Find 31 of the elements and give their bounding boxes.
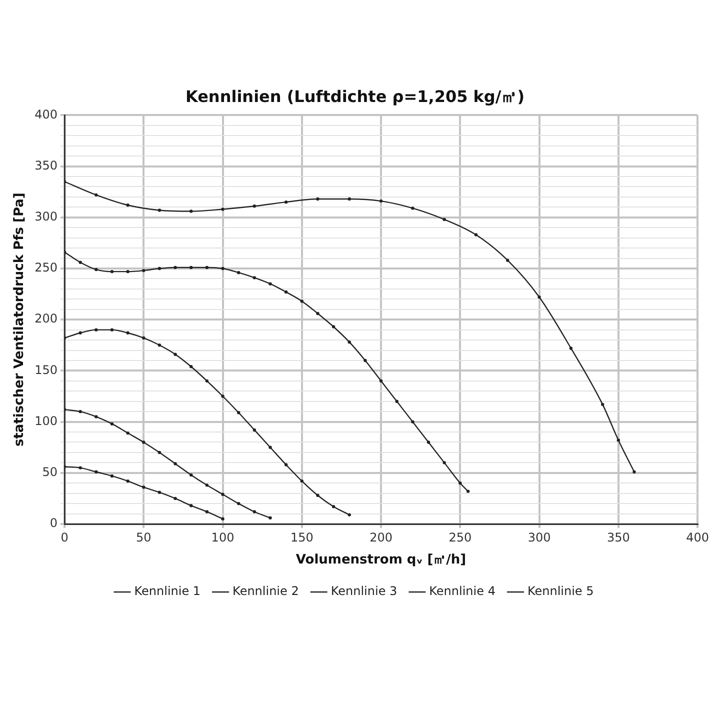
y-axis-title: statischer Ventilatordruck Pfs [Pa] — [12, 192, 28, 447]
y-tick-label: 200 — [34, 312, 58, 326]
y-tick-label: 250 — [34, 260, 58, 275]
x-tick-label: 250 — [448, 530, 472, 544]
legend-label: Kennlinie 3 — [330, 584, 398, 598]
legend-label: Kennlinie 2 — [232, 584, 299, 598]
y-tick-label: 100 — [34, 414, 58, 428]
x-tick-label: 150 — [290, 530, 314, 544]
line-series — [64, 180, 636, 474]
x-tick-label: 0 — [60, 530, 68, 544]
y-tick-label: 50 — [42, 465, 58, 480]
chart-title: Kennlinien (Luftdichte ρ=1,205 kg/㎥) — [185, 86, 525, 106]
y-tick-label: 300 — [34, 210, 58, 224]
y-tick-label: 150 — [34, 362, 58, 377]
y-tick-label: 400 — [34, 107, 58, 122]
line-series — [64, 250, 470, 493]
y-tick-label: 0 — [50, 516, 58, 530]
x-tick-label: 400 — [686, 530, 709, 544]
x-tick-label: 50 — [136, 530, 152, 544]
legend-label: Kennlinie 1 — [134, 584, 201, 598]
line-series — [64, 465, 224, 520]
x-tick-label: 100 — [211, 530, 234, 544]
x-tick-label: 300 — [528, 530, 551, 544]
legend-label: Kennlinie 4 — [429, 584, 496, 598]
legend-label: Kennlinie 5 — [527, 584, 594, 598]
x-tick-label: 350 — [606, 530, 630, 544]
y-tick-label: 350 — [34, 158, 58, 172]
x-axis-title: Volumenstrom qᵥ [㎥/h] — [296, 552, 466, 568]
line-series — [64, 408, 272, 520]
line-series — [64, 328, 351, 516]
x-tick-label: 200 — [370, 530, 392, 544]
